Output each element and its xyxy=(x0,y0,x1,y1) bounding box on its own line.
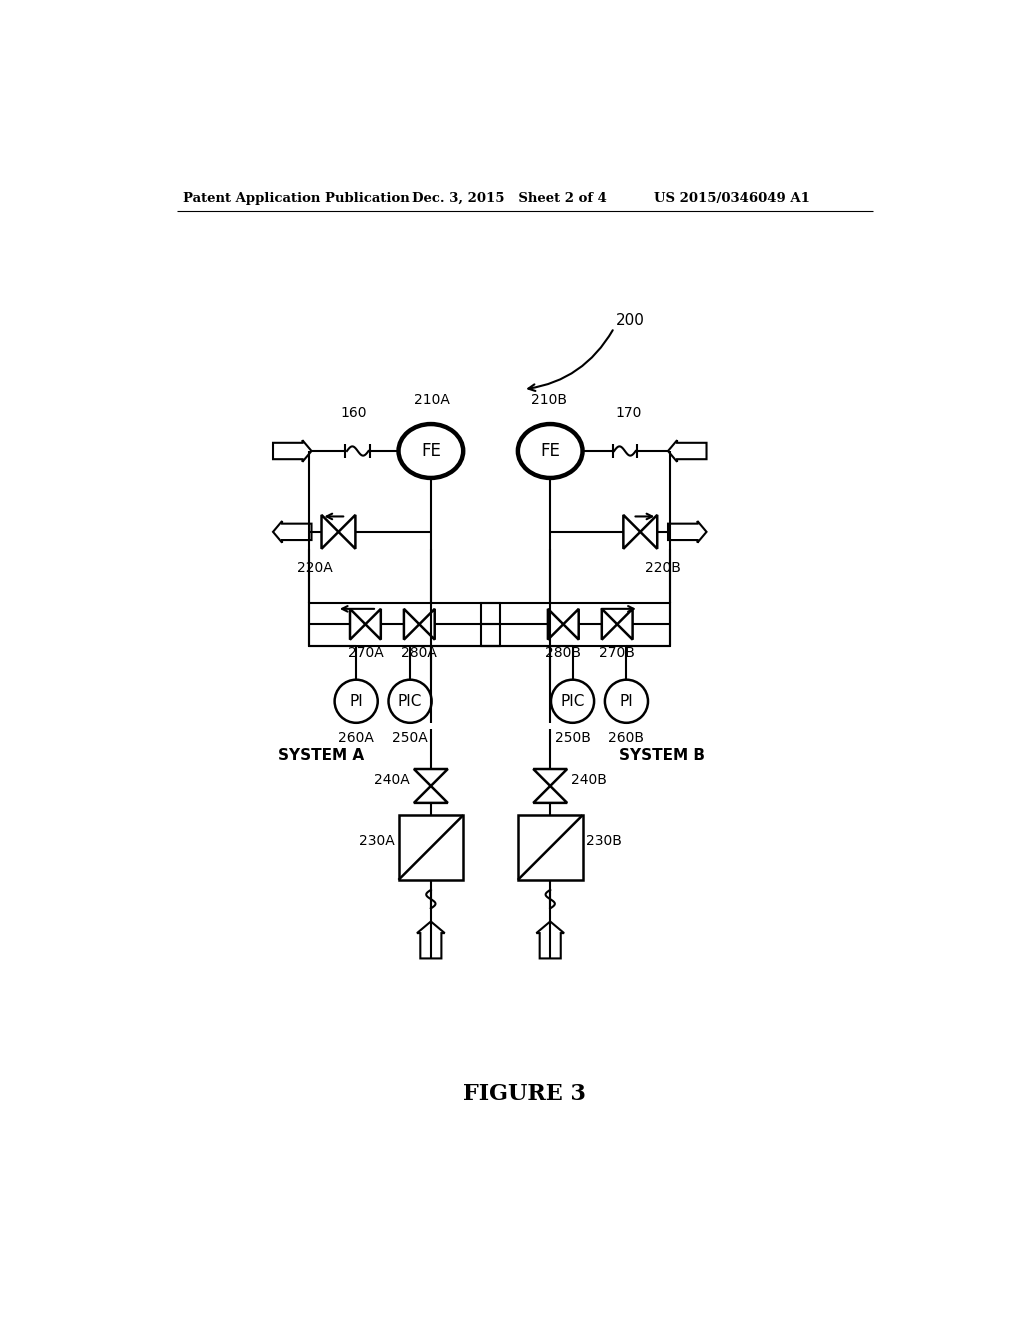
Text: 240B: 240B xyxy=(571,772,607,787)
Bar xyxy=(481,603,670,645)
Text: FIGURE 3: FIGURE 3 xyxy=(464,1082,586,1105)
Text: Dec. 3, 2015   Sheet 2 of 4: Dec. 3, 2015 Sheet 2 of 4 xyxy=(412,191,606,205)
Text: 210B: 210B xyxy=(530,393,566,407)
Bar xyxy=(398,816,463,880)
Text: Patent Application Publication: Patent Application Publication xyxy=(183,191,410,205)
Text: 170: 170 xyxy=(615,407,642,420)
Text: FE: FE xyxy=(541,442,560,459)
Polygon shape xyxy=(668,441,707,462)
Text: 160: 160 xyxy=(341,407,368,420)
Text: 260A: 260A xyxy=(338,730,374,744)
FancyArrowPatch shape xyxy=(528,330,612,391)
Text: 220A: 220A xyxy=(298,561,333,576)
Text: 240A: 240A xyxy=(375,772,410,787)
Text: 250A: 250A xyxy=(392,730,428,744)
Text: SYSTEM B: SYSTEM B xyxy=(618,747,705,763)
Text: SYSTEM A: SYSTEM A xyxy=(279,747,365,763)
Bar xyxy=(309,603,500,645)
Polygon shape xyxy=(273,441,311,462)
Text: FE: FE xyxy=(421,442,440,459)
Text: PIC: PIC xyxy=(560,694,585,709)
Text: PI: PI xyxy=(620,694,633,709)
Text: 220B: 220B xyxy=(645,561,681,576)
Text: 270B: 270B xyxy=(599,645,635,660)
Text: PIC: PIC xyxy=(398,694,422,709)
Polygon shape xyxy=(668,521,707,543)
Text: 200: 200 xyxy=(615,313,644,327)
Text: 280B: 280B xyxy=(546,645,582,660)
Text: 270A: 270A xyxy=(347,645,383,660)
Polygon shape xyxy=(417,921,444,958)
Polygon shape xyxy=(273,521,311,543)
Bar xyxy=(518,816,583,880)
Text: 250B: 250B xyxy=(555,730,591,744)
Text: PI: PI xyxy=(349,694,364,709)
Text: US 2015/0346049 A1: US 2015/0346049 A1 xyxy=(654,191,810,205)
Text: 210A: 210A xyxy=(415,393,451,407)
Text: 230B: 230B xyxy=(587,834,623,849)
Text: 280A: 280A xyxy=(401,645,437,660)
Text: 230A: 230A xyxy=(359,834,394,849)
Polygon shape xyxy=(537,921,564,958)
Text: 260B: 260B xyxy=(608,730,644,744)
